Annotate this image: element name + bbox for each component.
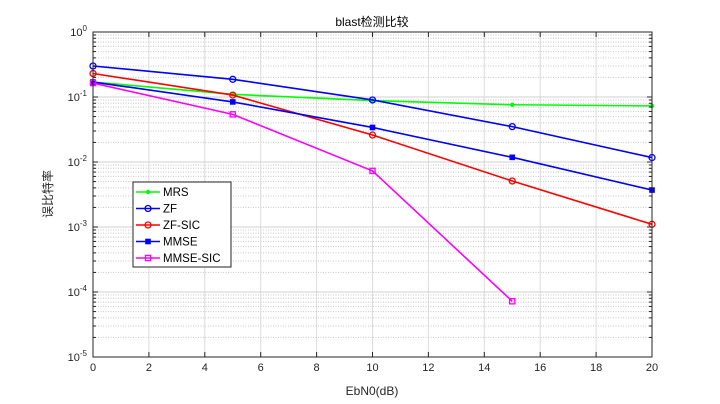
legend-marker bbox=[145, 189, 151, 195]
data-point-mmse-sic bbox=[229, 111, 236, 118]
series-mmse-sic bbox=[89, 79, 516, 305]
chart-title: blast检测比较 bbox=[335, 14, 408, 29]
x-tick-label: 6 bbox=[258, 362, 264, 374]
data-point-mmse bbox=[369, 124, 376, 131]
y-tick-label: 10-2 bbox=[68, 154, 88, 169]
data-point-mrs bbox=[510, 102, 515, 107]
x-tick-label: 14 bbox=[478, 362, 490, 374]
data-point-zf-sic bbox=[508, 177, 516, 185]
series-line-mmse-sic bbox=[92, 82, 513, 302]
y-tick-label: 10-1 bbox=[68, 89, 88, 104]
legend-marker bbox=[145, 238, 151, 245]
x-tick-label: 20 bbox=[646, 362, 658, 374]
series-layer bbox=[89, 62, 656, 305]
data-point-zf bbox=[368, 96, 377, 104]
legend-item-zf-sic: ZF-SIC bbox=[136, 220, 200, 232]
legend-label: MRS bbox=[163, 187, 189, 199]
data-point-zf bbox=[508, 122, 516, 131]
x-tick-label: 10 bbox=[366, 362, 378, 374]
legend-label: ZF bbox=[163, 204, 177, 216]
data-point-mmse-sic bbox=[369, 167, 376, 175]
y-tick-label: 10-4 bbox=[68, 284, 88, 299]
legend-label: MMSE-SIC bbox=[163, 253, 221, 265]
x-tick-label: 2 bbox=[146, 362, 152, 374]
data-point-zf-sic bbox=[368, 131, 377, 139]
x-tick-label: 0 bbox=[90, 362, 96, 374]
data-point-mmse bbox=[229, 99, 236, 105]
y-tick-label: 10-5 bbox=[68, 349, 88, 364]
ticks: 0 2 4 6 8 10 12 14 16 18 20 10-5 10-4 10-3 10-2 10-1 100 bbox=[68, 24, 659, 374]
x-tick-label: 18 bbox=[590, 362, 602, 374]
legend-label: MMSE bbox=[163, 237, 198, 249]
x-tick-label: 12 bbox=[422, 362, 434, 374]
data-point-mmse bbox=[509, 154, 516, 161]
legend-marker bbox=[144, 221, 152, 229]
legend-item-mmse-sic: MMSE-SIC bbox=[136, 253, 221, 265]
legend-item-mrs: MRS bbox=[136, 187, 189, 199]
x-tick-label: 16 bbox=[534, 362, 546, 374]
legend-label: ZF-SIC bbox=[163, 220, 200, 232]
legend-marker bbox=[144, 204, 152, 213]
series-line-zf bbox=[92, 65, 653, 159]
legend: MRS ZF ZF-SIC MMSE MMSE-SIC bbox=[132, 181, 232, 268]
x-tick-label: 4 bbox=[202, 362, 208, 374]
y-tick-label: 10-3 bbox=[68, 219, 88, 234]
grid bbox=[93, 32, 652, 357]
legend-item-mmse: MMSE bbox=[136, 237, 198, 249]
data-point-mmse-sic bbox=[508, 298, 516, 305]
x-axis-label: EbN0(dB) bbox=[346, 384, 399, 398]
legend-item-zf: ZF bbox=[136, 204, 177, 216]
y-axis-label: 误比特率 bbox=[40, 170, 55, 218]
series-line-zf-sic bbox=[92, 72, 653, 226]
data-point-zf bbox=[229, 75, 237, 83]
data-point-zf-sic bbox=[229, 91, 237, 99]
y-tick-label: 100 bbox=[70, 24, 87, 39]
legend-marker bbox=[144, 254, 152, 262]
x-tick-label: 8 bbox=[314, 362, 320, 374]
